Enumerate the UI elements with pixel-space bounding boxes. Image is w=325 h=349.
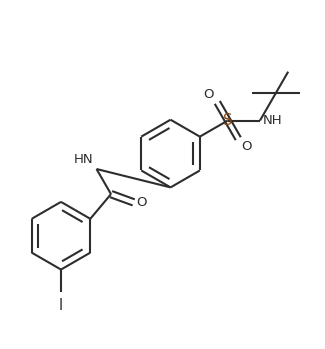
Text: O: O bbox=[203, 88, 214, 101]
Text: O: O bbox=[241, 140, 252, 153]
Text: O: O bbox=[136, 196, 147, 209]
Text: NH: NH bbox=[263, 114, 282, 127]
Text: HN: HN bbox=[74, 153, 93, 166]
Text: I: I bbox=[59, 298, 63, 313]
Text: S: S bbox=[223, 113, 232, 128]
